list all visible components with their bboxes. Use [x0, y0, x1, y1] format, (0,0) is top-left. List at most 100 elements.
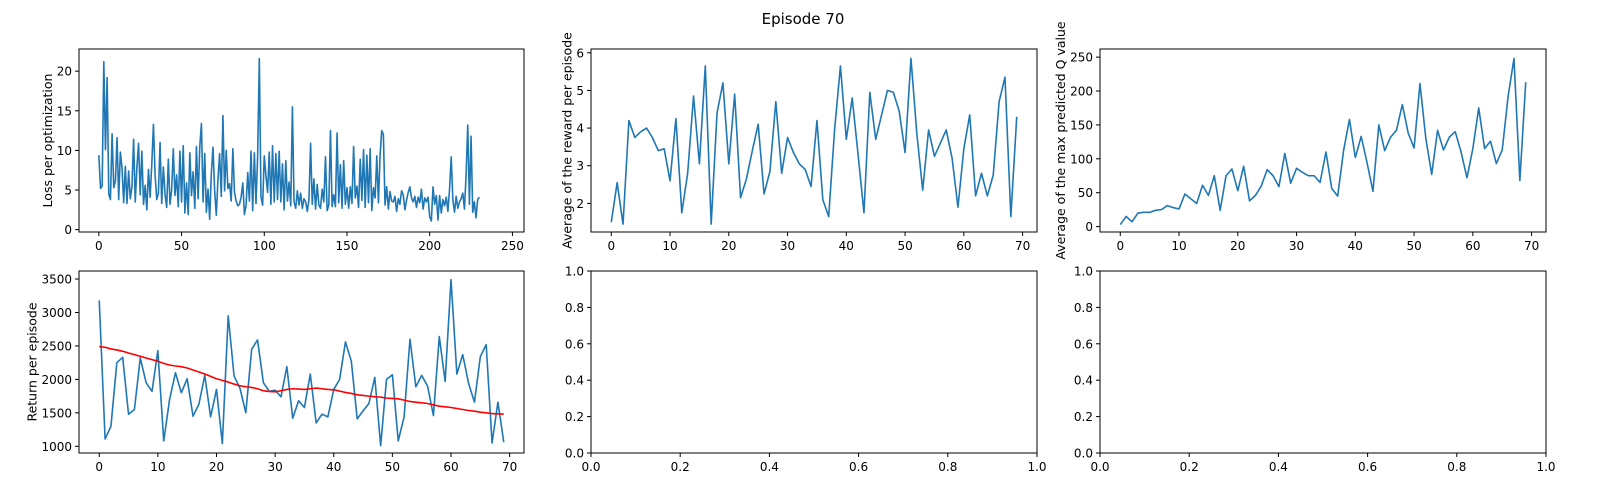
- y-tick-label: 3000: [41, 306, 72, 320]
- x-tick-label: 0.2: [1180, 460, 1199, 474]
- series-line-2: [99, 345, 504, 415]
- x-tick-label: 10: [150, 460, 165, 474]
- x-tick-label: 30: [267, 460, 282, 474]
- figure-title: Episode 70: [762, 10, 845, 28]
- y-tick-label: 0.6: [1074, 337, 1093, 351]
- y-tick-label: 0.8: [565, 301, 584, 315]
- subplot-6: 0.0 0.2 0.4 0.6 0.8 1.0 0.0 0.2 0.4 0.6 0.8 1.0: [1074, 265, 1556, 475]
- x-tick-label: 1.0: [1536, 460, 1555, 474]
- x-tick-label: 250: [501, 239, 524, 253]
- x-tick-label: 20: [721, 239, 736, 253]
- x-tick-label: 0: [1116, 239, 1124, 253]
- x-tick-label: 200: [418, 239, 441, 253]
- plot-frame: [78, 48, 525, 233]
- y-tick-label: 0.2: [565, 410, 584, 424]
- y-tick-label: 0: [64, 223, 72, 237]
- x-tick-label: 70: [1524, 239, 1539, 253]
- x-tick-label: 1.0: [1027, 460, 1046, 474]
- x-tick-label: 60: [1465, 239, 1480, 253]
- x-tick-label: 0.6: [849, 460, 868, 474]
- plot-frame: [1099, 48, 1547, 233]
- x-tick-label: 10: [662, 239, 677, 253]
- x-tick-label: 0.2: [671, 460, 690, 474]
- y-axis-label: Loss per optimization: [40, 74, 55, 208]
- x-tick-label: 40: [326, 460, 341, 474]
- x-tick-label: 40: [839, 239, 854, 253]
- x-tick-label: 20: [209, 460, 224, 474]
- y-tick-label: 1.0: [565, 265, 584, 279]
- series-line-1: [1119, 57, 1527, 226]
- x-tick-label: 60: [443, 460, 458, 474]
- y-tick-label: 0.4: [565, 374, 584, 388]
- y-tick-label: 20: [57, 65, 72, 79]
- plot-frame: [78, 270, 525, 454]
- y-tick-label: 0.0: [565, 447, 584, 461]
- y-tick-label: 1000: [41, 440, 72, 454]
- y-tick-label: 5: [64, 184, 72, 198]
- y-tick-label: 200: [1070, 85, 1093, 99]
- y-tick-label: 100: [1070, 152, 1093, 166]
- x-tick-label: 30: [780, 239, 795, 253]
- y-tick-label: 4: [576, 122, 584, 136]
- x-tick-label: 0.6: [1358, 460, 1377, 474]
- y-tick-label: 0.6: [565, 337, 584, 351]
- x-tick-label: 50: [174, 239, 189, 253]
- y-tick-label: 1500: [41, 406, 72, 420]
- y-tick-label: 1.0: [1074, 265, 1093, 279]
- y-tick-label: 5: [576, 84, 584, 98]
- y-axis-label: Return per episode: [25, 302, 40, 421]
- subplot-4: 0 10 20 30 40 50 60 70 1000 1500 2000 2500 3000 3500 R…: [25, 270, 525, 474]
- x-tick-label: 50: [897, 239, 912, 253]
- x-tick-label: 40: [1348, 239, 1363, 253]
- y-tick-label: 0.4: [1074, 374, 1093, 388]
- y-tick-label: 2000: [41, 373, 72, 387]
- y-tick-label: 3: [576, 159, 584, 173]
- y-tick-label: 3500: [41, 273, 72, 287]
- x-tick-label: 0.4: [760, 460, 779, 474]
- y-tick-label: 250: [1070, 51, 1093, 65]
- y-tick-label: 10: [57, 144, 72, 158]
- x-tick-label: 70: [1015, 239, 1030, 253]
- x-tick-label: 0: [95, 239, 103, 253]
- y-axis-label: Average of the reward per episode: [559, 32, 574, 249]
- x-tick-label: 10: [1171, 239, 1186, 253]
- series-line-1: [98, 57, 480, 222]
- x-tick-label: 60: [956, 239, 971, 253]
- x-tick-label: 20: [1230, 239, 1245, 253]
- y-tick-label: 150: [1070, 118, 1093, 132]
- x-tick-label: 0.0: [1090, 460, 1109, 474]
- y-tick-label: 0.2: [1074, 410, 1093, 424]
- x-tick-label: 100: [253, 239, 276, 253]
- y-tick-label: 50: [1078, 186, 1093, 200]
- x-tick-label: 30: [1289, 239, 1304, 253]
- y-tick-label: 0: [1085, 220, 1093, 234]
- y-tick-label: 0.8: [1074, 301, 1093, 315]
- x-tick-label: 0: [607, 239, 615, 253]
- plot-frame: [590, 48, 1038, 233]
- y-tick-label: 15: [57, 104, 72, 118]
- y-tick-label: 2: [576, 197, 584, 211]
- x-tick-label: 50: [1406, 239, 1421, 253]
- y-tick-label: 6: [576, 46, 584, 60]
- y-tick-label: 0.0: [1074, 447, 1093, 461]
- y-axis-label: Average of the max predicted Q value: [1053, 21, 1068, 260]
- series-line-1: [98, 278, 505, 447]
- x-tick-label: 0.4: [1269, 460, 1288, 474]
- x-tick-label: 50: [385, 460, 400, 474]
- x-tick-label: 150: [336, 239, 359, 253]
- plot-frame: [590, 270, 1038, 454]
- x-tick-label: 0.8: [938, 460, 957, 474]
- x-tick-label: 70: [502, 460, 517, 474]
- x-tick-label: 0.8: [1447, 460, 1466, 474]
- x-tick-label: 0.0: [581, 460, 600, 474]
- series-line-1: [610, 57, 1018, 225]
- subplot-5: 0.0 0.2 0.4 0.6 0.8 1.0 0.0 0.2 0.4 0.6 0.8 1.0: [565, 265, 1047, 475]
- plot-frame: [1099, 270, 1547, 454]
- y-tick-label: 2500: [41, 339, 72, 353]
- x-tick-label: 0: [95, 460, 103, 474]
